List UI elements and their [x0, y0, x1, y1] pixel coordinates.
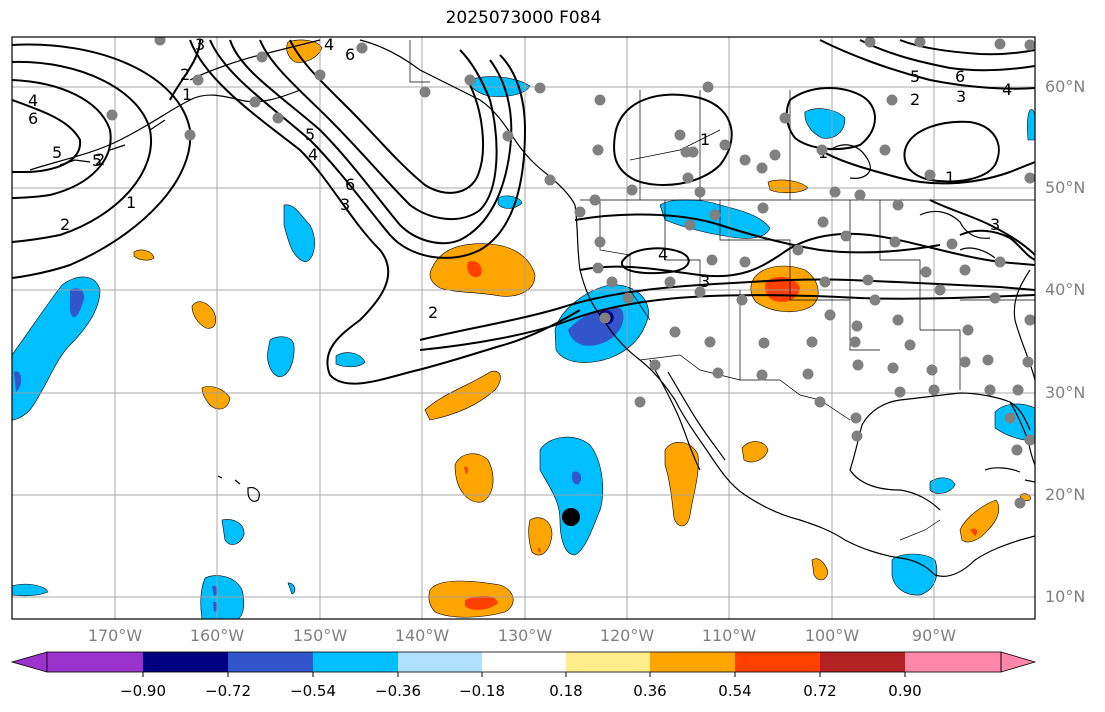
- colorbar-tick-label: 0.36: [633, 682, 667, 700]
- contour-label: 4: [308, 145, 318, 164]
- lon-label-120w: 120°W: [599, 626, 655, 645]
- contour-label: 3: [956, 87, 966, 106]
- contour-label: 4: [324, 35, 334, 54]
- contour-label: 2: [180, 65, 190, 84]
- colorbar-tick-label: 0.18: [549, 682, 583, 700]
- contour-label: 1: [945, 168, 955, 187]
- lon-label-130w: 130°W: [497, 626, 553, 645]
- colorbar-tick-label: −0.90: [120, 682, 166, 700]
- contour-label: 5: [305, 125, 315, 144]
- contour-label: 5: [52, 143, 62, 162]
- lat-label-30n: 30°N: [1045, 383, 1086, 402]
- contour-label: 2: [428, 303, 438, 322]
- contour-label: 2: [910, 90, 920, 109]
- contour-label: 3: [990, 215, 1000, 234]
- contour-label: 2: [60, 215, 70, 234]
- contour-label: 6: [345, 45, 355, 64]
- colorbar-tick-label: 0.54: [718, 682, 752, 700]
- contour-label: 4: [1002, 80, 1012, 99]
- contour-labels: 4 5 6 5 6 4 1 2 1 2 3 4 5 6 1 2 3 4 5 6 …: [28, 35, 1012, 322]
- contour-label: 6: [28, 109, 38, 128]
- lat-label-60n: 60°N: [1045, 77, 1086, 96]
- graticule: [12, 37, 1035, 619]
- colorbar-tick-label: −0.18: [459, 682, 505, 700]
- lat-label-10n: 10°N: [1045, 587, 1086, 606]
- contour-label: 3: [195, 35, 205, 54]
- lat-label-40n: 40°N: [1045, 280, 1086, 299]
- colorbar-tick-label: −0.36: [375, 682, 421, 700]
- colorbar-tick-label: 0.90: [888, 682, 922, 700]
- contour-label: 1: [126, 193, 136, 212]
- contour-label: 4: [28, 91, 38, 110]
- lon-label-100w: 100°W: [804, 626, 860, 645]
- lon-label-140w: 140°W: [394, 626, 450, 645]
- lon-label-160w: 160°W: [189, 626, 245, 645]
- station-dots: [106, 37, 1035, 509]
- contour-label: 1: [182, 85, 192, 104]
- contour-label: 4: [658, 245, 668, 264]
- contours: [12, 39, 1035, 385]
- contour-label: 3: [700, 272, 710, 291]
- colorbar-tick-label: 0.72: [803, 682, 837, 700]
- lon-label-150w: 150°W: [292, 626, 348, 645]
- storm-marker: [562, 508, 580, 526]
- lon-label-110w: 110°W: [701, 626, 757, 645]
- contour-label: 1: [700, 130, 710, 149]
- lat-label-50n: 50°N: [1045, 178, 1086, 197]
- contour-label: 3: [340, 195, 350, 214]
- lon-label-90w: 90°W: [911, 626, 957, 645]
- contour-label: 6: [345, 175, 355, 194]
- lat-label-20n: 20°N: [1045, 485, 1086, 504]
- colorbar-tick-label: −0.54: [290, 682, 336, 700]
- contour-label: 2: [95, 150, 105, 169]
- lon-label-170w: 170°W: [87, 626, 143, 645]
- contour-label: 5: [92, 151, 102, 170]
- colorbar: [10, 651, 1037, 677]
- map-title: 2025073000 F084: [445, 8, 602, 28]
- contour-label: 6: [955, 67, 965, 86]
- contour-label: 5: [910, 67, 920, 86]
- colorbar-tick-label: −0.72: [205, 682, 251, 700]
